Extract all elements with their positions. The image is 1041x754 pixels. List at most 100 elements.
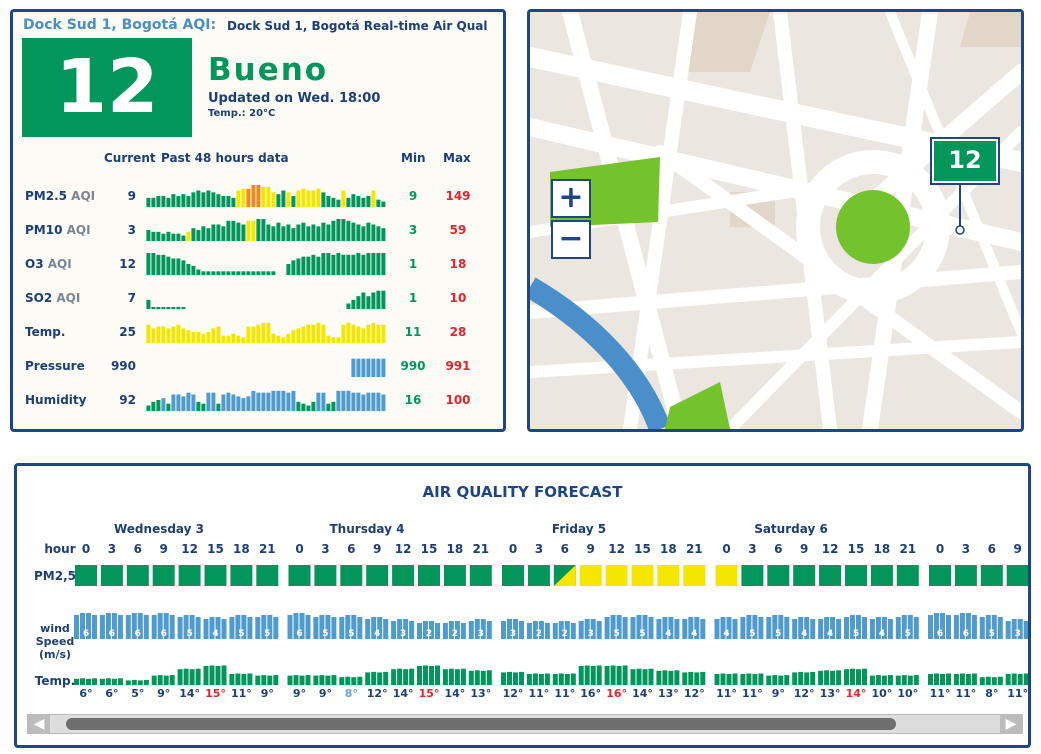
spark-bar [381,201,386,207]
row-current: 9 [127,189,136,203]
spark-bar [356,196,361,207]
temp-label: Temp. [35,674,75,688]
temp-bar [869,675,875,685]
wind-bar [648,617,654,639]
wind-bar [241,615,247,639]
temp-bar [313,675,319,685]
row-label-main: Temp. [25,325,66,339]
temp-bar [758,673,764,685]
temp-bar [971,673,977,685]
temp-bar [558,673,564,685]
spark-bar [256,271,261,275]
spark-bar [296,190,301,207]
temp-bar [195,668,201,685]
wind-value: 4 [879,629,885,639]
spark-bar [326,335,331,343]
spark-bar [381,290,386,309]
spark-bar [376,358,381,377]
row-pm10: PM10 AQI 3 3 59 [13,217,503,245]
spark-bar [241,224,246,241]
temp-bar [552,674,558,685]
spark-bar [226,220,231,241]
header-max: Max [443,151,471,165]
spark-bar [381,253,386,275]
forecast-temp: 15° [419,687,440,700]
temp-bar [584,665,590,685]
temp-bar [305,675,311,685]
temp-bar [792,672,798,685]
spark-bar [371,322,376,343]
scroll-right-button[interactable]: ▶ [1000,715,1022,733]
spark-bar [196,332,201,343]
wind-bar [636,615,642,639]
row-sparkline [351,358,386,377]
zoom-in-button[interactable]: + [551,179,591,218]
map-panel[interactable]: + − 12 [527,9,1024,432]
wind-bar [784,617,790,639]
map-canvas[interactable] [530,12,1021,429]
temp-bar [630,669,636,685]
wind-bar [189,615,195,639]
spark-bar [296,258,301,275]
spark-bar [176,324,181,343]
forecast-hour: 18 [233,542,250,556]
row-label-sub: AQI [52,291,81,305]
spark-bar [381,358,386,377]
forecast-hour: 0 [295,542,303,556]
scroll-thumb[interactable] [66,718,896,730]
forecast-scrollbar[interactable]: ◀ ▶ [27,714,1023,734]
spark-bar [246,396,251,411]
wind-bar [538,621,544,639]
zoom-out-button[interactable]: − [551,220,591,259]
wind-bar [740,617,746,639]
spark-bar [341,190,346,207]
wind-bar [610,615,616,639]
wind-bar [901,615,907,639]
forecast-hour: 15 [634,542,651,556]
temp-bar [131,679,137,685]
spark-bar [336,199,341,207]
spark-bar [246,271,251,275]
temp-bar [255,675,261,685]
wind-bar [940,613,945,639]
spark-bar [381,228,386,241]
wind-bar [622,617,628,639]
spark-bar [336,337,341,343]
wind-bar [177,617,183,639]
spark-bar [241,337,246,343]
spark-bar [146,253,151,275]
wind-bar [985,615,991,639]
spark-bar [376,253,381,275]
wind-bar [953,615,959,639]
temp-bar [403,669,409,685]
forecast-temp: 9° [319,687,332,700]
header-min: Min [401,151,426,165]
forecast-hour: 3 [321,542,329,556]
spark-bar [241,188,246,207]
temp-bar [351,677,357,685]
pm25-cell [230,565,253,586]
wind-bar [959,613,965,639]
row-pm25: PM2.5 AQI 9 9 149 [13,183,503,211]
wind-bar [468,621,474,639]
map-marker[interactable]: 12 [930,137,1000,185]
temp-bar [578,666,584,685]
spark-bar [341,219,346,241]
temp-bar [1023,673,1028,685]
wind-bar [331,617,337,639]
spark-bar [371,392,376,411]
row-current: 990 [110,359,136,373]
wind-bar [409,621,415,639]
spark-bar [171,326,176,343]
spark-bar [246,220,251,241]
temp-bar [940,674,945,685]
spark-bar [366,392,371,411]
spark-bar [221,335,226,343]
wind-value: 6 [135,629,141,639]
spark-bar [301,403,306,411]
forecast-hour: 9 [587,542,595,556]
spark-bar [191,265,196,275]
wind-bar [417,623,422,639]
wind-bar [339,617,345,639]
scroll-left-button[interactable]: ◀ [28,715,50,733]
